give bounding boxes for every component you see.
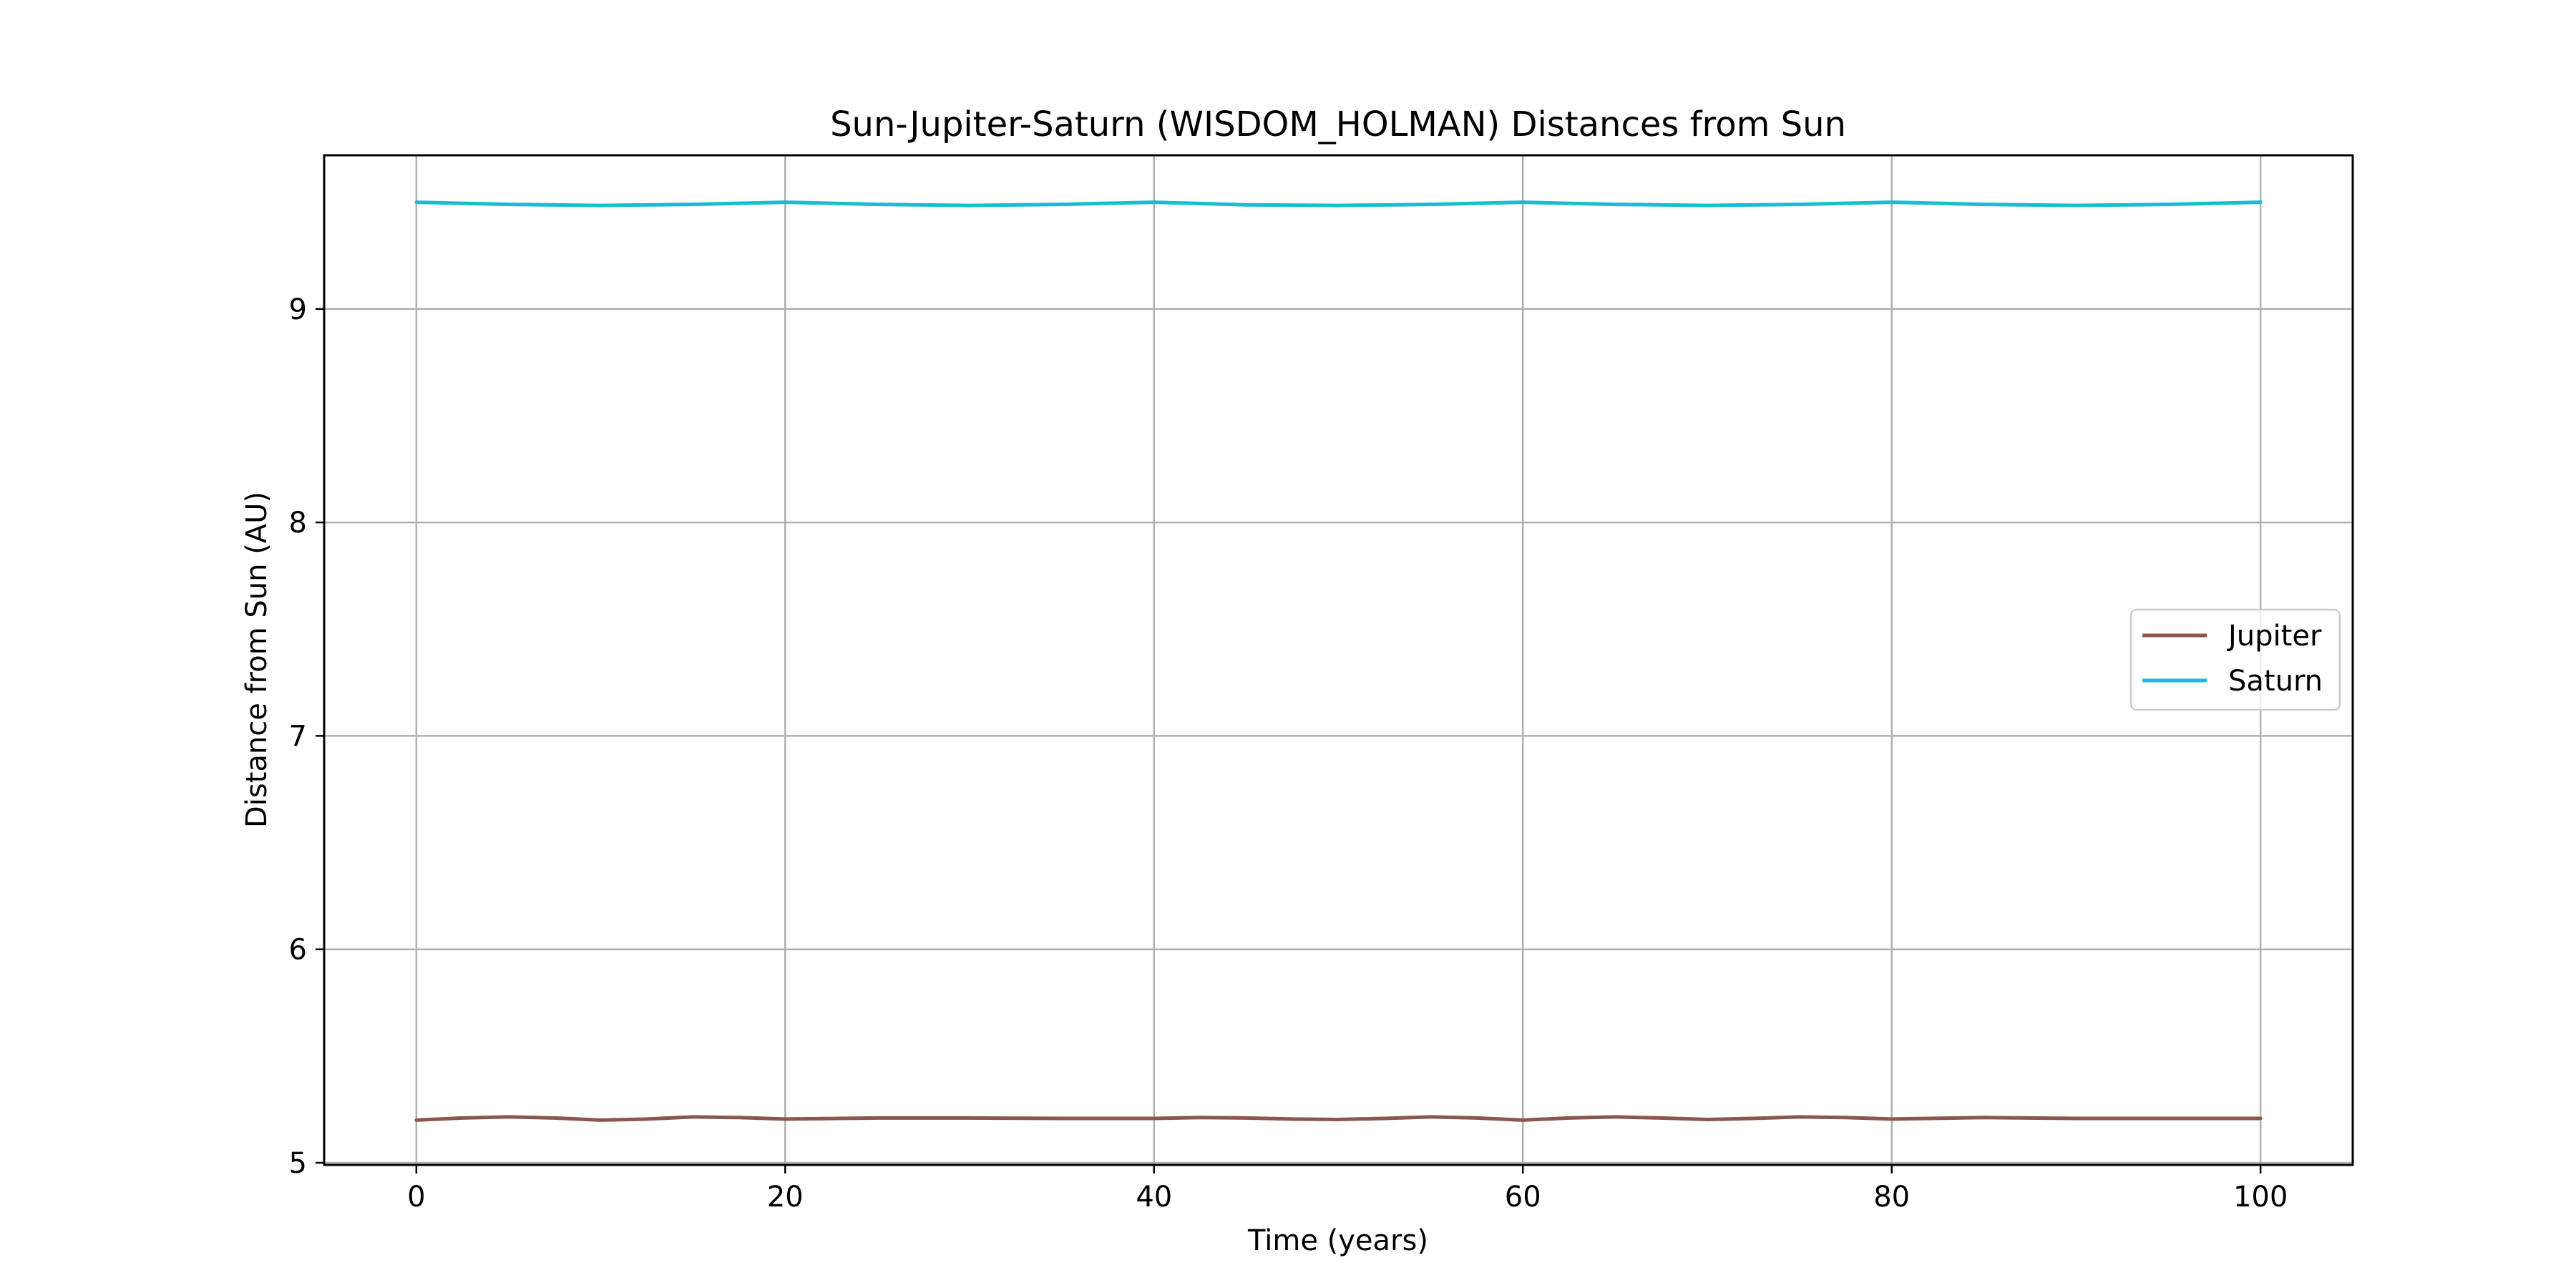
plot-frame <box>323 154 2354 1166</box>
x-tick-label: 100 <box>2233 1181 2288 1214</box>
x-tick-label: 60 <box>1505 1181 1541 1214</box>
y-tick-label: 8 <box>289 507 307 540</box>
chart-title: Sun-Jupiter-Saturn (WISDOM_HOLMAN) Dista… <box>830 104 1846 145</box>
legend: Jupiter Saturn <box>2129 608 2341 711</box>
y-tick-label: 9 <box>289 293 307 326</box>
series-line-saturn <box>414 200 2263 208</box>
legend-label-saturn: Saturn <box>2228 665 2323 698</box>
y-tick-label: 6 <box>289 934 307 967</box>
x-tick-label: 80 <box>1873 1181 1910 1214</box>
x-tick-label: 40 <box>1136 1181 1172 1214</box>
y-tick-label: 7 <box>289 720 307 753</box>
x-tick-label: 20 <box>767 1181 804 1214</box>
x-axis-label: Time (years) <box>1247 1224 1428 1257</box>
legend-label-jupiter: Jupiter <box>2226 620 2322 653</box>
y-axis-label: Distance from Sun (AU) <box>240 492 273 828</box>
ticks-layer: 0 20 40 60 80 100 5 6 7 8 9 <box>289 293 2288 1214</box>
grid-layer <box>324 155 2353 1165</box>
x-tick-label: 0 <box>407 1181 425 1214</box>
series-layer <box>414 200 2263 1122</box>
series-line-jupiter <box>414 1115 2263 1122</box>
y-tick-label: 5 <box>289 1147 307 1180</box>
